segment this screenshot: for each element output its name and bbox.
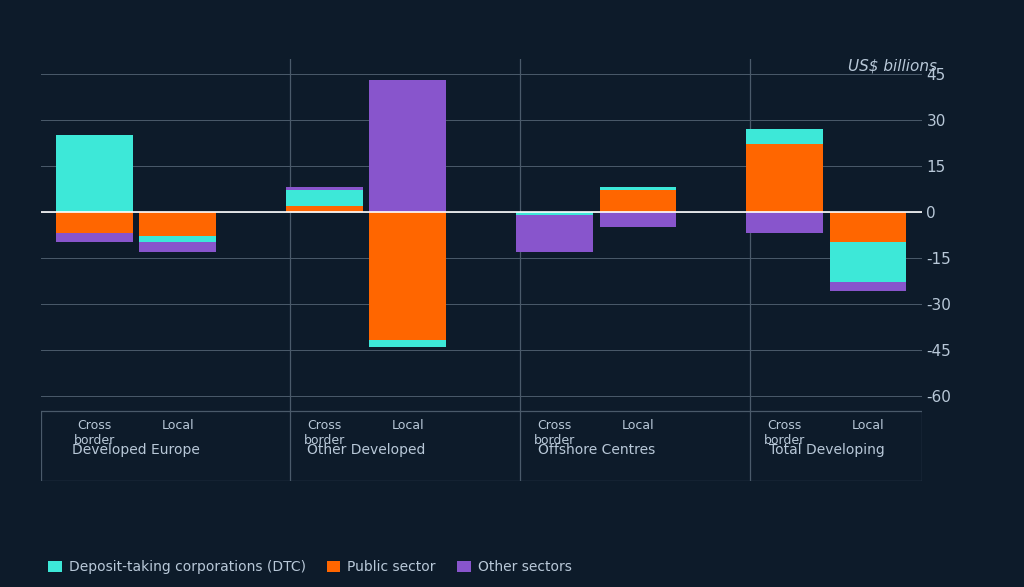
Bar [829, 282, 906, 292]
Bar [139, 212, 216, 237]
Bar [370, 212, 446, 340]
Bar [56, 135, 133, 212]
Text: Developed Europe: Developed Europe [73, 443, 200, 457]
Bar [746, 129, 823, 144]
Bar [56, 212, 133, 233]
Text: Total Developing: Total Developing [768, 443, 885, 457]
Bar [139, 237, 216, 242]
Legend: Deposit-taking corporations (DTC), Public sector, Other sectors: Deposit-taking corporations (DTC), Publi… [48, 560, 571, 574]
Bar [516, 212, 593, 215]
Bar [287, 205, 364, 212]
Bar [287, 190, 364, 205]
Bar [287, 187, 364, 190]
Text: US$ billions: US$ billions [848, 59, 937, 74]
Bar [139, 242, 216, 252]
Bar [599, 212, 676, 227]
Bar [829, 242, 906, 282]
Bar [599, 190, 676, 212]
Bar [746, 144, 823, 212]
Bar [370, 80, 446, 212]
Bar [56, 233, 133, 242]
Bar [599, 187, 676, 190]
Bar [516, 215, 593, 252]
Bar [746, 212, 823, 233]
Text: Offshore Centres: Offshore Centres [538, 443, 655, 457]
Bar [829, 212, 906, 242]
Text: Other Developed: Other Developed [307, 443, 425, 457]
Bar [370, 340, 446, 346]
